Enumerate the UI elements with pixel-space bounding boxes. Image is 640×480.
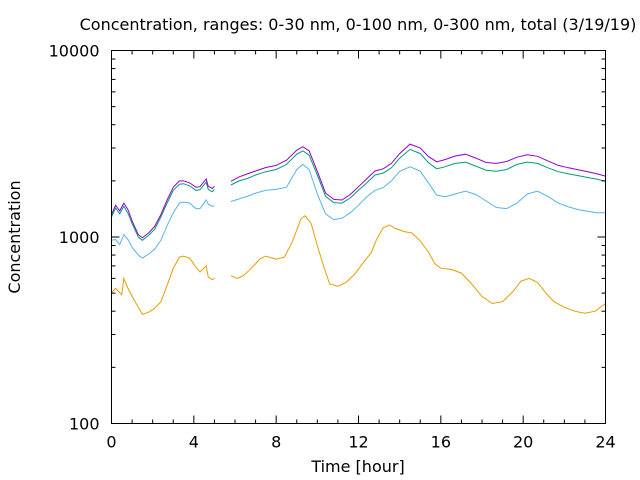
x-tick-label: 16: [431, 433, 451, 452]
y-axis-title: Concentration: [5, 180, 24, 293]
x-tick-label: 24: [595, 433, 615, 452]
series-1-line-segment-2: [230, 214, 606, 314]
x-axis-title: Time [hour]: [310, 457, 404, 476]
series-4-line-segment-1: [111, 177, 215, 239]
series-layer: [111, 143, 606, 315]
series-4-line-segment-2: [230, 143, 606, 201]
x-tick-label: 0: [106, 433, 116, 452]
plot-frame: [111, 50, 606, 424]
y-tick-label: 10000: [49, 42, 100, 61]
series-2-line-segment-2: [230, 163, 606, 221]
series-3-line-segment-2: [230, 148, 606, 204]
ticks-layer: 0 4 8 12 16 20 24 100 1000 10000: [49, 42, 616, 452]
x-tick-label: 8: [271, 433, 281, 452]
series-1-line-segment-1: [111, 255, 215, 315]
x-tick-label: 20: [513, 433, 533, 452]
x-tick-label: 4: [189, 433, 199, 452]
y-tick-label: 1000: [59, 228, 100, 247]
chart-title: Concentration, ranges: 0-30 nm, 0-100 nm…: [80, 15, 637, 34]
x-tick-label: 12: [348, 433, 368, 452]
series-3-line-segment-1: [111, 181, 215, 241]
series-2-line-segment-1: [111, 199, 215, 259]
y-tick-label: 100: [69, 415, 100, 434]
